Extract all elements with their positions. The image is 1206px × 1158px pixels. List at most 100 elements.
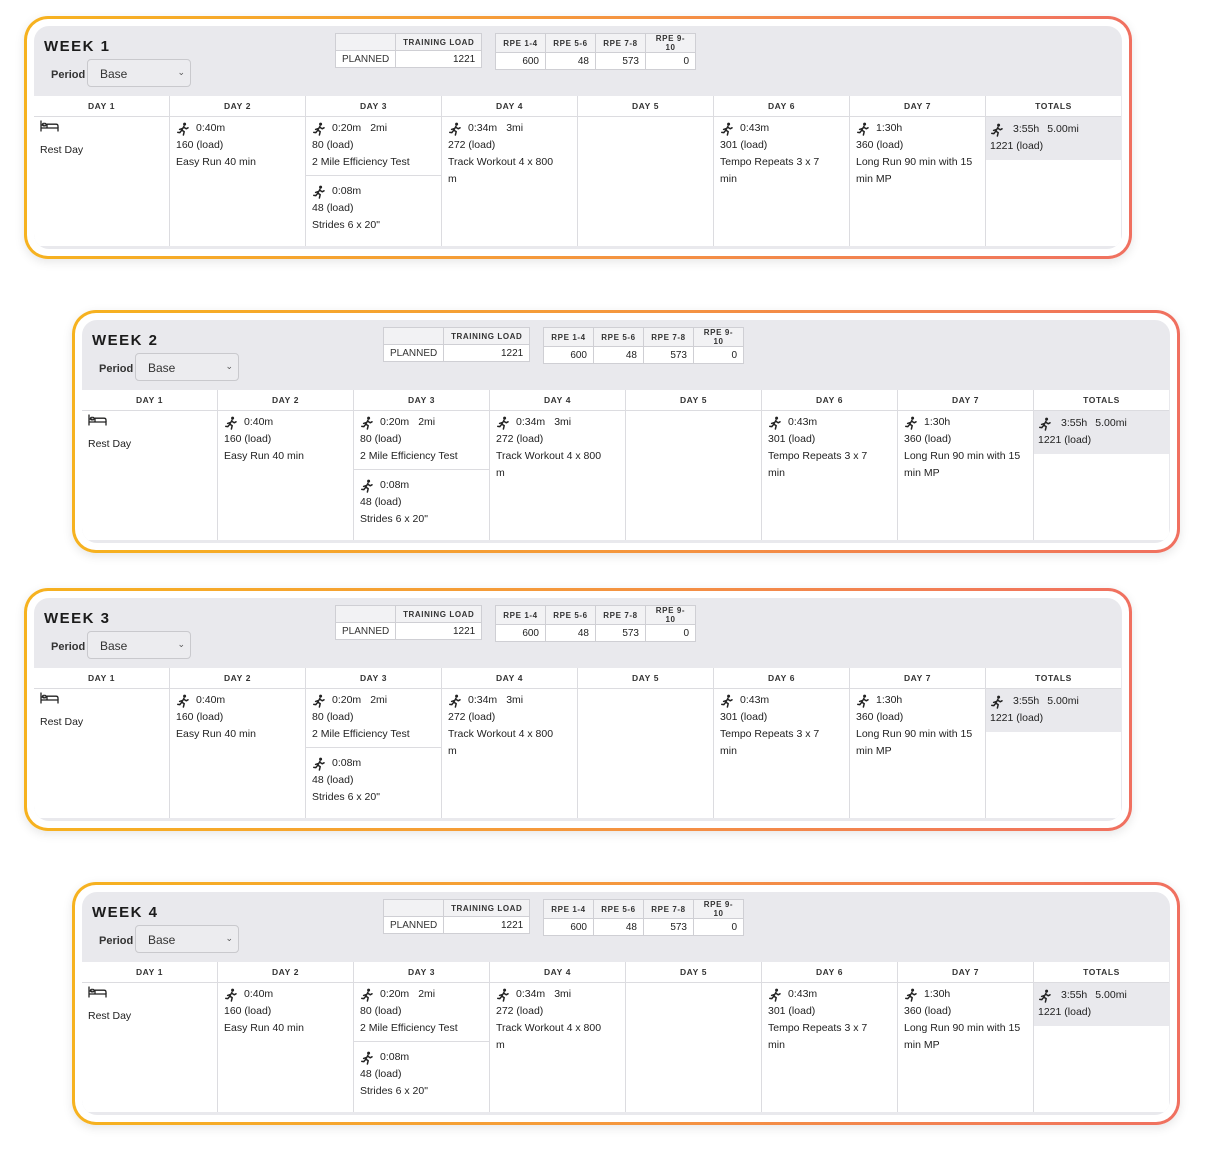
workout-entry[interactable]: 0:08m 48 (load) Strides 6 x 20" — [354, 469, 489, 532]
workout-distance: 2mi — [418, 988, 436, 1000]
workout-duration: 0:43m — [788, 416, 818, 428]
day-header: DAY 2 — [170, 668, 305, 689]
rpe-value: 600 — [543, 346, 594, 364]
workout-entry[interactable]: 1:30h 360 (load) Long Run 90 min with 15 mi… — [850, 689, 985, 764]
workout-entry[interactable]: 0:20m 2mi 80 (load) 2 Mile Efficiency Test — [306, 689, 441, 747]
workout-entry[interactable]: 0:08m 48 (load) Strides 6 x 20" — [306, 747, 441, 810]
workout-title-cont: min — [720, 173, 737, 185]
week-card-frame: WEEK 2 Period Base ⌄ TRAINING LOAD PLANNED 122… — [72, 310, 1180, 553]
rest-day-entry[interactable]: Rest Day — [82, 983, 217, 1029]
workout-entry[interactable]: 0:20m 2mi 80 (load) 2 Mile Efficiency Test — [306, 117, 441, 175]
workout-title: 2 Mile Efficiency Test — [360, 450, 458, 462]
workout-entry[interactable]: 0:20m 2mi 80 (load) 2 Mile Efficiency Test — [354, 983, 489, 1041]
running-icon — [360, 416, 374, 430]
workout-title: Strides 6 x 20" — [312, 219, 380, 231]
workout-entry[interactable]: 1:30h 360 (load) Long Run 90 min with 15 mi… — [898, 983, 1033, 1058]
workout-load: 272 (load) — [496, 1005, 544, 1017]
rpe-header: RPE 1-4 — [495, 605, 546, 625]
period-value: Base — [148, 361, 176, 375]
rpe-value: 0 — [693, 346, 744, 364]
totals-duration: 3:55h — [1013, 123, 1040, 135]
day-header: DAY 7 — [850, 96, 985, 117]
workout-title-cont: min MP — [856, 745, 892, 757]
period-select[interactable]: Base ⌄ — [87, 631, 191, 659]
running-icon — [1038, 989, 1052, 1003]
day-column: DAY 1 Rest Day — [82, 962, 218, 1112]
day-header: DAY 5 — [626, 390, 761, 411]
workout-duration: 0:34m — [468, 122, 498, 134]
totals-duration: 3:55h — [1013, 695, 1040, 707]
workout-entry[interactable]: 0:43m 301 (load) Tempo Repeats 3 x 7 min — [714, 117, 849, 192]
rpe-header: RPE 1-4 — [495, 33, 546, 53]
training-load-table: TRAINING LOAD PLANNED 1221 — [382, 327, 531, 362]
period-label: Period — [51, 69, 86, 81]
training-load-header: TRAINING LOAD — [395, 33, 483, 51]
running-icon — [176, 122, 190, 136]
workout-title: Track Workout 4 x 800 — [448, 156, 554, 168]
totals-distance: 5.00mi — [1095, 417, 1127, 429]
workout-load: 360 (load) — [904, 1005, 952, 1017]
rpe-header: RPE 5-6 — [545, 33, 596, 53]
workout-load: 160 (load) — [176, 711, 224, 723]
workout-entry[interactable]: 0:43m 301 (load) Tempo Repeats 3 x 7 min — [762, 983, 897, 1058]
workout-entry[interactable]: 0:40m 160 (load) Easy Run 40 min — [170, 689, 305, 747]
rpe-header: RPE 1-4 — [543, 899, 594, 919]
workout-entry[interactable]: 0:34m 3mi 272 (load) Track Workout 4 x 800 m — [490, 983, 625, 1058]
rest-day-entry[interactable]: Rest Day — [82, 411, 217, 457]
workout-entry[interactable]: 1:30h 360 (load) Long Run 90 min with 15 mi… — [898, 411, 1033, 486]
running-icon — [448, 694, 462, 708]
workout-entry[interactable]: 0:43m 301 (load) Tempo Repeats 3 x 7 min — [762, 411, 897, 486]
workout-entry[interactable]: 0:34m 3mi 272 (load) Track Workout 4 x 800 m — [490, 411, 625, 486]
workout-distance: 3mi — [554, 416, 572, 428]
totals-summary: 3:55h 5.00mi 1221 (load) — [986, 689, 1121, 732]
rpe-header: RPE 5-6 — [593, 899, 644, 919]
workout-entry[interactable]: 0:43m 301 (load) Tempo Repeats 3 x 7 min — [714, 689, 849, 764]
workout-entry[interactable]: 0:08m 48 (load) Strides 6 x 20" — [306, 175, 441, 238]
rest-day-label: Rest Day — [40, 144, 84, 156]
week-card-border: WEEK 3 Period Base ⌄ TRAINING LOAD PLANNED 122… — [27, 591, 1129, 828]
rpe-value: 0 — [645, 52, 696, 70]
day-column: DAY 7 1:30h 360 (load) Long Run 90 min with… — [850, 668, 986, 818]
workout-duration: 1:30h — [876, 694, 903, 706]
rpe-value: 0 — [645, 624, 696, 642]
day-header: TOTALS — [986, 668, 1121, 689]
workout-entry[interactable]: 0:40m 160 (load) Easy Run 40 min — [218, 411, 353, 469]
period-select[interactable]: Base ⌄ — [87, 59, 191, 87]
planned-label: PLANNED — [382, 344, 445, 362]
running-icon — [768, 416, 782, 430]
workout-load: 301 (load) — [720, 711, 768, 723]
workout-entry[interactable]: 0:08m 48 (load) Strides 6 x 20" — [354, 1041, 489, 1104]
workout-load: 272 (load) — [448, 711, 496, 723]
day-header: DAY 7 — [898, 962, 1033, 983]
workout-entry[interactable]: 0:34m 3mi 272 (load) Track Workout 4 x 800 m — [442, 689, 577, 764]
workout-duration: 0:40m — [244, 988, 274, 1000]
day-header: DAY 5 — [578, 96, 713, 117]
planned-value: 1221 — [443, 344, 531, 362]
workout-entry[interactable]: 0:34m 3mi 272 (load) Track Workout 4 x 800 m — [442, 117, 577, 192]
workout-entry[interactable]: 0:40m 160 (load) Easy Run 40 min — [170, 117, 305, 175]
day-column: TOTALS 3:55h 5.00mi 1221 (load) — [986, 96, 1121, 246]
rpe-header: RPE 9-10 — [645, 605, 696, 625]
period-select[interactable]: Base ⌄ — [135, 925, 239, 953]
workout-title: Long Run 90 min with 15 — [904, 450, 1021, 462]
day-header: DAY 2 — [170, 96, 305, 117]
workout-title-cont: min MP — [856, 173, 892, 185]
day-column: DAY 2 0:40m 160 (load) Easy Run 40 min — [170, 96, 306, 246]
day-column: DAY 1 Rest Day — [34, 96, 170, 246]
workout-entry[interactable]: 1:30h 360 (load) Long Run 90 min with 15 mi… — [850, 117, 985, 192]
rpe-header: RPE 5-6 — [545, 605, 596, 625]
rest-day-entry[interactable]: Rest Day — [34, 689, 169, 735]
rpe-header: RPE 9-10 — [645, 33, 696, 53]
workout-load: 48 (load) — [360, 496, 402, 508]
day-header: DAY 6 — [714, 96, 849, 117]
rpe-value: 600 — [495, 52, 546, 70]
bed-icon — [40, 120, 59, 132]
workout-entry[interactable]: 0:40m 160 (load) Easy Run 40 min — [218, 983, 353, 1041]
period-label: Period — [99, 935, 134, 947]
workout-load: 160 (load) — [224, 1005, 272, 1017]
period-select[interactable]: Base ⌄ — [135, 353, 239, 381]
day-header: DAY 2 — [218, 962, 353, 983]
rest-day-entry[interactable]: Rest Day — [34, 117, 169, 163]
workout-title: 2 Mile Efficiency Test — [312, 728, 410, 740]
workout-entry[interactable]: 0:20m 2mi 80 (load) 2 Mile Efficiency Test — [354, 411, 489, 469]
